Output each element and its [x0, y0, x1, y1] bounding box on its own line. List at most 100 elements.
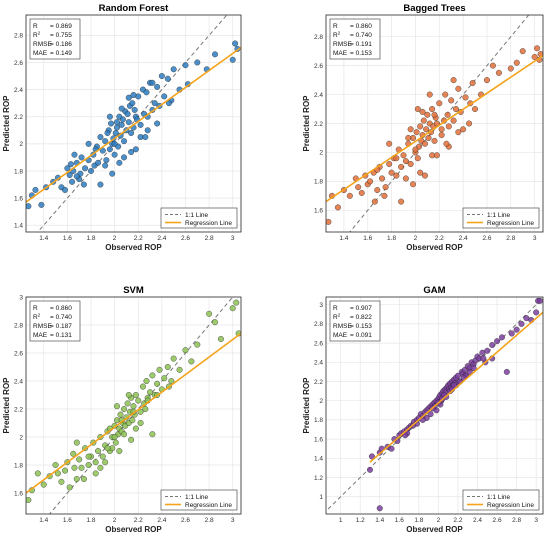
- data-point: [132, 392, 139, 398]
- stat-label: R2: [33, 31, 41, 40]
- data-point: [161, 93, 168, 100]
- data-point: [85, 453, 92, 460]
- data-point: [455, 85, 462, 92]
- data-point: [149, 79, 156, 86]
- y-tick-label: 1.6: [314, 208, 323, 215]
- x-axis-label: Observed ROP: [105, 525, 162, 534]
- data-point: [170, 355, 177, 362]
- data-point: [92, 459, 99, 466]
- y-tick-label: 2.2: [314, 379, 323, 386]
- data-point: [346, 192, 353, 199]
- x-tick-label: 1.4: [339, 235, 348, 242]
- stat-label: R: [33, 305, 38, 312]
- data-point: [374, 187, 381, 194]
- data-point: [182, 347, 189, 354]
- data-point: [103, 157, 110, 164]
- data-point: [54, 470, 61, 477]
- stats-box: [29, 300, 81, 342]
- data-point: [423, 126, 430, 133]
- chart-title: SVM: [123, 285, 144, 296]
- data-point: [421, 140, 428, 147]
- stat-label: R2: [33, 313, 41, 322]
- data-point: [130, 92, 137, 98]
- data-point: [121, 154, 128, 161]
- data-point: [466, 368, 473, 375]
- data-point: [154, 380, 161, 387]
- y-tick-label: 2: [19, 434, 23, 441]
- y-tick-label: 2.6: [14, 60, 23, 67]
- data-layer: [26, 15, 241, 232]
- data-point: [62, 467, 68, 474]
- data-point: [419, 108, 426, 115]
- data-point: [132, 146, 139, 153]
- data-point: [66, 484, 73, 491]
- regression-line: [326, 54, 543, 203]
- data-point: [125, 94, 132, 101]
- data-point: [67, 161, 74, 168]
- data-point: [534, 45, 541, 52]
- chart-panel: 1.4 1.6 1.8 2 2.2 2.4 2.6 2.8 3 1.4 1.6 1.8 2 2.2 2.4 2…: [2, 3, 242, 252]
- data-point: [368, 453, 375, 460]
- stat-value: = 0.755: [50, 32, 72, 39]
- data-point: [455, 129, 462, 136]
- stat-label: RMSE: [333, 323, 352, 330]
- data-point: [111, 140, 118, 147]
- stat-label: MAE: [33, 332, 48, 339]
- data-point: [489, 342, 496, 348]
- data-point: [76, 456, 83, 463]
- x-tick-label: 1.4: [39, 517, 48, 524]
- data-point: [194, 59, 201, 66]
- data-point: [125, 119, 132, 126]
- data-point: [376, 505, 383, 512]
- chart-title: Random Forest: [99, 3, 170, 14]
- data-point: [147, 389, 154, 396]
- x-tick-label: 1.4: [375, 517, 384, 524]
- data-point: [121, 406, 128, 412]
- regression-line: [26, 46, 241, 203]
- data-point: [358, 189, 365, 196]
- data-point: [73, 173, 80, 180]
- data-point: [97, 464, 104, 471]
- data-point: [379, 175, 386, 182]
- x-tick-label: 1.6: [363, 235, 372, 242]
- superscript: 2: [38, 313, 41, 318]
- stat-value: = 0.740: [50, 314, 72, 321]
- y-tick-label: 1.4: [14, 223, 23, 230]
- y-tick-label: 1.2: [314, 475, 323, 482]
- y-tick-label: 2.8: [314, 321, 323, 328]
- data-point: [402, 175, 409, 182]
- x-tick-label: 2: [113, 235, 117, 242]
- data-point: [73, 476, 80, 482]
- y-tick-label: 1.6: [314, 436, 323, 443]
- data-point: [469, 80, 476, 86]
- x-tick-label: 2.8: [512, 517, 521, 524]
- data-point: [429, 106, 436, 113]
- data-point: [97, 181, 104, 188]
- data-point: [108, 120, 115, 127]
- legend-entry: Regression Line: [185, 220, 232, 227]
- data-point: [38, 201, 45, 208]
- legend-entry: 1:1 Line: [185, 212, 209, 219]
- data-point: [398, 198, 405, 205]
- data-point: [71, 464, 78, 471]
- data-point: [139, 383, 146, 390]
- data-point: [410, 181, 417, 188]
- y-tick-label: 2.4: [314, 92, 323, 99]
- data-point: [484, 347, 491, 354]
- stat-value: = 0.153: [350, 50, 372, 57]
- stat-value: = 0.822: [350, 314, 372, 321]
- data-point: [66, 172, 73, 179]
- data-point: [131, 106, 138, 113]
- data-point: [97, 134, 104, 141]
- y-tick-label: 1.6: [14, 195, 23, 202]
- data-point: [111, 434, 118, 440]
- data-point: [137, 121, 144, 128]
- legend-entry: Regression Line: [487, 220, 534, 227]
- legend-entry: 1:1 Line: [185, 494, 209, 501]
- data-point: [424, 111, 431, 118]
- data-point: [427, 411, 434, 418]
- data-point: [421, 172, 428, 179]
- identity-line: [37, 15, 228, 232]
- stat-value: = 0.187: [50, 323, 72, 330]
- x-tick-label: 2.8: [205, 235, 214, 242]
